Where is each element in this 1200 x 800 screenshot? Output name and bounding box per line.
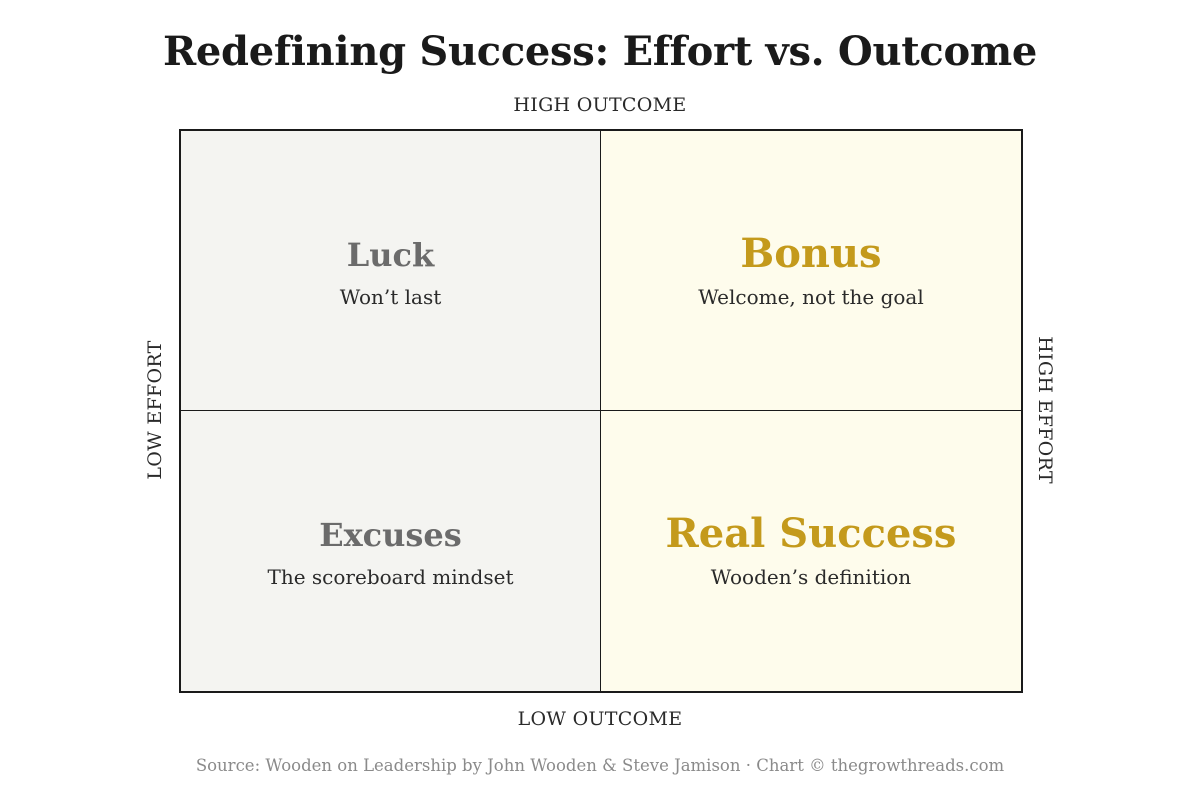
- axis-label-high-effort: HIGH EFFORT: [1034, 336, 1056, 484]
- quadrant-title-luck: Luck: [346, 236, 435, 274]
- quadrant-title-real-success: Real Success: [665, 510, 957, 557]
- quadrant-subtitle-excuses: The scoreboard mindset: [267, 565, 514, 589]
- quadrant-title-excuses: Excuses: [319, 516, 462, 554]
- quadrant-real-success: Real Success Wooden’s definition: [601, 411, 1021, 691]
- quadrant-title-bonus: Bonus: [740, 230, 882, 277]
- effort-outcome-matrix: Luck Won’t last Bonus Welcome, not the g…: [179, 129, 1023, 693]
- quadrant-excuses: Excuses The scoreboard mindset: [181, 411, 601, 691]
- diagram-title: Redefining Success: Effort vs. Outcome: [162, 28, 1038, 75]
- quadrant-subtitle-real-success: Wooden’s definition: [710, 565, 912, 589]
- axis-label-low-effort: LOW EFFORT: [144, 340, 166, 480]
- source-credit: Source: Wooden on Leadership by John Woo…: [195, 756, 1005, 775]
- axis-label-low-outcome: LOW OUTCOME: [517, 708, 683, 730]
- quadrant-bonus: Bonus Welcome, not the goal: [601, 131, 1021, 411]
- quadrant-subtitle-bonus: Welcome, not the goal: [698, 285, 924, 309]
- axis-label-high-outcome: HIGH OUTCOME: [513, 94, 687, 116]
- quadrant-luck: Luck Won’t last: [181, 131, 601, 411]
- quadrant-subtitle-luck: Won’t last: [339, 285, 442, 309]
